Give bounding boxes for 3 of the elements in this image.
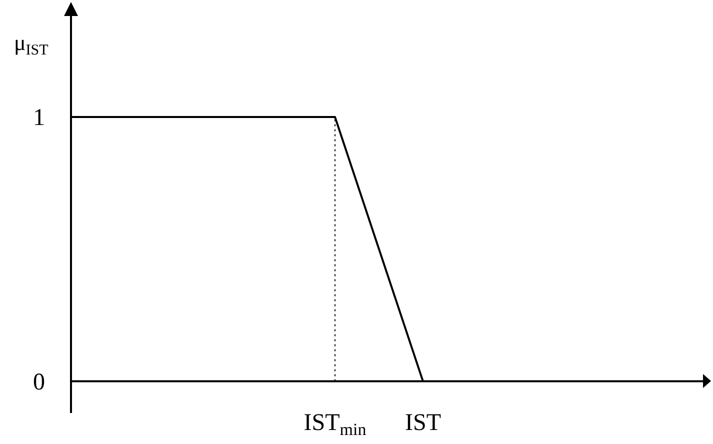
- x-tick-label: IST: [405, 410, 442, 436]
- y-tick-label: 0: [33, 369, 45, 396]
- y-tick-label: 1: [33, 105, 45, 132]
